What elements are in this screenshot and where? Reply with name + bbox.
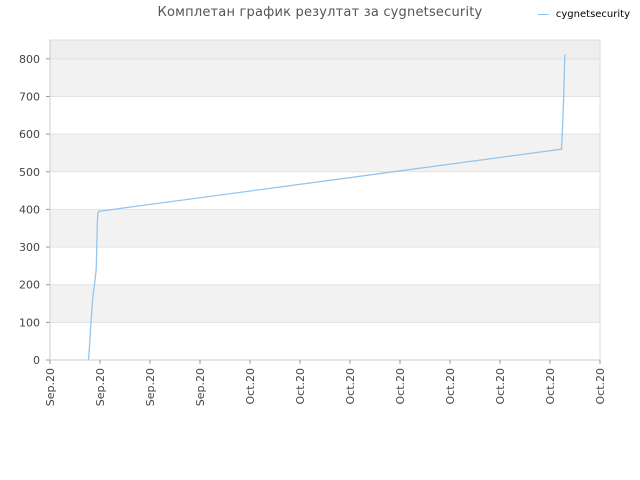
legend-swatch xyxy=(537,14,549,15)
background-bands xyxy=(50,40,600,323)
data-point xyxy=(98,210,100,212)
x-tick-label: Oct.20 xyxy=(444,368,457,405)
band xyxy=(50,284,600,323)
data-point xyxy=(560,148,563,150)
legend: cygnetsecurity xyxy=(537,9,630,20)
data-point xyxy=(95,269,97,271)
y-tick-label: 500 xyxy=(19,166,40,179)
data-point xyxy=(90,325,92,327)
x-tick-label: Oct.20 xyxy=(594,368,607,405)
data-point xyxy=(97,212,99,214)
data-point xyxy=(563,95,565,98)
data-point xyxy=(89,344,91,346)
x-tick-label: Oct.20 xyxy=(494,368,507,405)
x-tick-label: Sep.20 xyxy=(94,368,107,406)
band xyxy=(50,58,600,97)
y-tick-label: 300 xyxy=(19,241,40,254)
chart-title: Комплетан график резултат за cygnetsecur… xyxy=(157,5,483,20)
data-point xyxy=(93,287,95,290)
y-axis: 0 100 200 300 400 500 600 700 800 xyxy=(19,40,51,367)
data-point xyxy=(96,223,98,226)
x-tick-label: Oct.20 xyxy=(294,368,307,405)
y-tick-label: 200 xyxy=(19,279,40,292)
y-tick-label: 400 xyxy=(19,203,40,216)
y-tick-label: 600 xyxy=(19,128,40,141)
data-point xyxy=(564,54,566,56)
x-tick-label: Oct.20 xyxy=(394,368,407,405)
band xyxy=(50,209,600,248)
y-tick-label: 700 xyxy=(19,90,40,103)
y-tick-label: 0 xyxy=(33,354,40,367)
x-axis: Sep.20 Sep.20 Sep.20 Sep.20 Oct.20 Oct.20 Oct.… xyxy=(44,359,607,406)
y-tick-label: 100 xyxy=(19,316,40,329)
band-top xyxy=(50,40,600,59)
data-point xyxy=(92,295,94,297)
series-layer xyxy=(87,54,566,361)
data-point xyxy=(91,310,93,312)
x-tick-label: Oct.20 xyxy=(544,368,557,405)
band xyxy=(50,134,600,172)
x-tick-label: Oct.20 xyxy=(344,368,357,405)
x-tick-label: Sep.20 xyxy=(44,368,57,406)
data-point xyxy=(562,125,564,128)
legend-label: cygnetsecurity xyxy=(555,9,630,20)
x-tick-label: Oct.20 xyxy=(244,368,257,405)
y-tick-label: 800 xyxy=(19,53,40,66)
data-point xyxy=(94,278,96,280)
x-tick-label: Sep.20 xyxy=(194,368,207,406)
x-tick-label: Sep.20 xyxy=(144,368,157,406)
data-point xyxy=(87,359,90,361)
